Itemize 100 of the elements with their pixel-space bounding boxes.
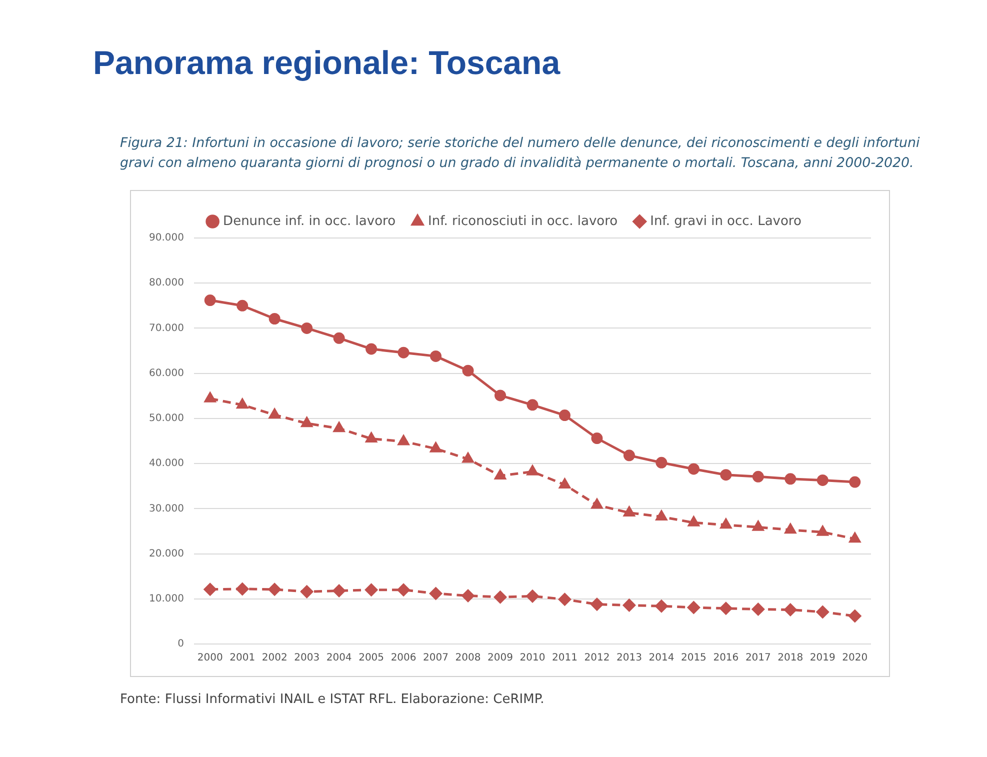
point bbox=[720, 518, 732, 529]
point bbox=[559, 478, 570, 489]
point bbox=[752, 520, 764, 531]
point bbox=[720, 469, 732, 481]
point bbox=[655, 600, 668, 612]
point bbox=[398, 346, 410, 358]
point bbox=[204, 294, 216, 306]
chart-title: Panorama regionale: Toscana bbox=[93, 44, 560, 82]
point bbox=[430, 442, 442, 452]
source-note: Fonte: Flussi Informativi INAIL e ISTAT RFL. Elaborazione: CeRIMP. bbox=[120, 692, 544, 707]
x-tick-label: 2001 bbox=[230, 652, 256, 664]
point bbox=[688, 463, 700, 475]
point bbox=[590, 598, 604, 611]
point bbox=[816, 606, 829, 618]
y-tick-label: 20.000 bbox=[148, 548, 184, 560]
x-tick-label: 2014 bbox=[648, 652, 674, 664]
x-tick-label: 2007 bbox=[423, 652, 449, 664]
point bbox=[430, 587, 442, 600]
point bbox=[204, 583, 216, 596]
x-tick-label: 2008 bbox=[455, 652, 481, 664]
y-tick-label: 30.000 bbox=[148, 503, 184, 514]
point bbox=[430, 350, 442, 362]
x-tick-label: 2015 bbox=[680, 652, 706, 664]
y-tick-label: 50.000 bbox=[148, 413, 184, 424]
point bbox=[816, 474, 828, 486]
x-tick-label: 2000 bbox=[197, 652, 223, 664]
x-tick-label: 2012 bbox=[584, 652, 610, 664]
point bbox=[591, 432, 603, 444]
point bbox=[366, 432, 377, 442]
legend-label: Inf. riconosciuti in occ. lavoro bbox=[428, 214, 618, 229]
x-tick-label: 2002 bbox=[262, 652, 288, 664]
x-tick-label: 2011 bbox=[552, 652, 578, 664]
y-tick-label: 0 bbox=[178, 638, 184, 650]
point bbox=[656, 510, 668, 521]
point bbox=[558, 410, 570, 422]
point bbox=[268, 313, 280, 324]
point bbox=[462, 589, 474, 602]
point bbox=[300, 585, 314, 598]
point bbox=[688, 516, 700, 526]
point bbox=[848, 610, 862, 622]
point bbox=[269, 408, 280, 419]
x-tick-label: 2006 bbox=[390, 652, 416, 664]
point bbox=[494, 390, 506, 402]
point bbox=[301, 417, 312, 428]
x-tick-label: 2017 bbox=[745, 652, 771, 664]
point bbox=[526, 399, 538, 411]
x-tick-label: 2013 bbox=[616, 652, 642, 664]
point bbox=[784, 473, 796, 485]
x-tick-label: 2010 bbox=[520, 652, 546, 664]
point bbox=[332, 584, 346, 598]
point bbox=[622, 598, 636, 612]
point bbox=[591, 498, 603, 509]
point bbox=[656, 456, 668, 468]
x-tick-label: 2019 bbox=[810, 652, 836, 664]
y-tick-label: 70.000 bbox=[148, 322, 184, 334]
y-tick-label: 60.000 bbox=[148, 368, 184, 379]
point bbox=[817, 526, 828, 536]
point bbox=[333, 332, 345, 344]
x-tick-label: 2005 bbox=[358, 652, 384, 664]
point bbox=[204, 392, 216, 402]
point bbox=[462, 364, 474, 376]
point bbox=[752, 470, 764, 482]
point bbox=[752, 603, 764, 616]
point bbox=[236, 582, 249, 596]
point bbox=[526, 465, 538, 476]
point bbox=[462, 452, 474, 463]
point bbox=[365, 584, 378, 596]
point bbox=[526, 590, 539, 602]
y-tick-label: 90.000 bbox=[148, 232, 184, 244]
point bbox=[687, 601, 700, 614]
point bbox=[623, 450, 635, 462]
x-tick-label: 2003 bbox=[294, 652, 320, 664]
point bbox=[268, 583, 281, 596]
point bbox=[494, 590, 507, 604]
point bbox=[398, 435, 410, 446]
chart-subtitle: Figura 21: Infortuni in occasione di lavoro; serie storiche del numero delle denunce, dei riconoscimenti e degli infortuni gravi con almeno quaranta giorni di prognosi o un grado di invalidità permanente o mortali. Toscana, anni 2000-2020. bbox=[120, 135, 920, 173]
y-tick-label: 80.000 bbox=[148, 278, 184, 289]
point bbox=[236, 398, 248, 409]
x-tick-label: 2004 bbox=[326, 652, 352, 664]
legend-label: Inf. gravi in occ. Lavoro bbox=[650, 214, 802, 229]
point bbox=[333, 422, 345, 432]
point bbox=[494, 469, 506, 480]
point bbox=[236, 300, 248, 312]
legend-label: Denunce inf. in occ. lavoro bbox=[223, 214, 396, 229]
point bbox=[849, 532, 860, 543]
point bbox=[784, 603, 797, 616]
point bbox=[784, 524, 796, 534]
y-tick-label: 40.000 bbox=[148, 458, 184, 470]
y-tick-label: 10.000 bbox=[148, 593, 184, 604]
point bbox=[849, 476, 861, 488]
x-tick-label: 2009 bbox=[488, 652, 513, 664]
x-tick-label: 2016 bbox=[713, 652, 739, 664]
x-tick-label: 2020 bbox=[842, 652, 868, 664]
point bbox=[624, 506, 635, 516]
x-tick-label: 2018 bbox=[778, 652, 804, 664]
point bbox=[558, 593, 571, 606]
point bbox=[397, 584, 410, 596]
point bbox=[366, 343, 378, 355]
point bbox=[720, 602, 732, 615]
point bbox=[301, 322, 313, 334]
